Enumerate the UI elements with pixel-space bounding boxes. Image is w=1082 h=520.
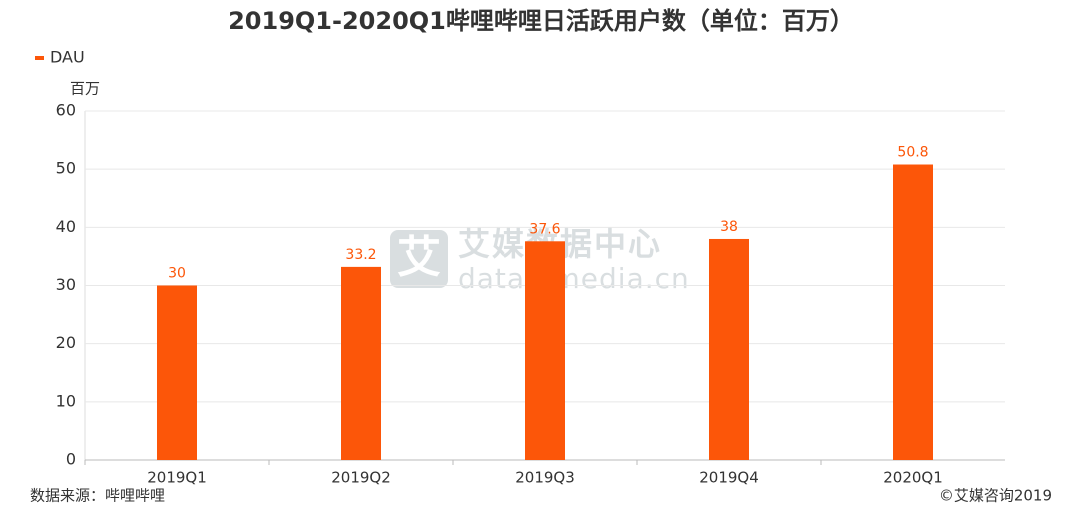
- bar: [709, 238, 749, 460]
- legend-swatch: [35, 56, 44, 60]
- legend-label: DAU: [50, 48, 85, 67]
- data-label: 33.2: [345, 247, 376, 263]
- chart-title: 2019Q1-2020Q1哔哩哔哩日活跃用户数（单位：百万）: [228, 7, 854, 35]
- bar: [341, 266, 381, 460]
- y-tick-label: 60: [56, 101, 76, 120]
- bar: [893, 164, 933, 460]
- y-tick-label: 20: [56, 333, 76, 352]
- x-tick-label: 2019Q4: [699, 469, 759, 487]
- y-tick-label: 50: [56, 159, 76, 178]
- bar: [525, 241, 565, 460]
- x-tick-label: 2019Q2: [331, 469, 391, 487]
- y-axis-label: 百万: [70, 80, 100, 98]
- source: 数据来源：哔哩哔哩: [30, 487, 165, 505]
- copyright: ©艾媒咨询2019: [939, 487, 1052, 505]
- data-label: 30: [168, 266, 186, 282]
- x-tick-label: 2020Q1: [883, 469, 943, 487]
- data-label: 37.6: [529, 221, 560, 237]
- data-label: 38: [720, 219, 738, 235]
- y-tick-label: 40: [56, 217, 76, 236]
- y-tick-label: 30: [56, 275, 76, 294]
- y-tick-label: 10: [56, 391, 76, 410]
- bar: [157, 285, 197, 460]
- data-label: 50.8: [897, 145, 928, 161]
- x-tick-label: 2019Q1: [147, 469, 207, 487]
- watermark-logo: 艾: [397, 232, 441, 283]
- watermark-url: data.iimedia.cn: [458, 262, 690, 295]
- y-tick-label: 0: [66, 450, 76, 469]
- watermark-logo-box: [390, 230, 448, 288]
- x-tick-label: 2019Q3: [515, 469, 575, 487]
